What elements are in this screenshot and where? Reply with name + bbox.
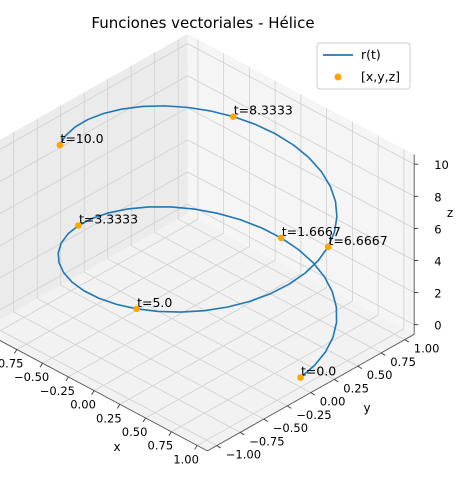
y-tick-label: −1.00 [226, 448, 261, 462]
tick-mark [334, 378, 339, 383]
x-axis-label: x [113, 440, 120, 454]
x-tick-label: 1.00 [173, 452, 199, 466]
data-point [133, 305, 140, 313]
tick-mark [240, 431, 245, 436]
tick-mark [116, 404, 121, 409]
z-tick-label: 4 [434, 254, 441, 268]
axis-ticks [13, 163, 419, 450]
grid-line [154, 231, 382, 354]
grid-line [178, 218, 405, 340]
pane-back-x [0, 33, 188, 320]
z-tick-label: 2 [434, 287, 441, 301]
grid-line [0, 203, 188, 311]
grid-line [107, 258, 335, 380]
x-tick-label: 0.00 [70, 398, 96, 412]
axis-tick-labels: −1.00−0.75−0.50−0.250.000.250.500.751.00… [0, 158, 449, 466]
x-tick-label: 0.25 [96, 411, 122, 425]
y-tick-label: 1.00 [414, 342, 440, 356]
series-points [56, 113, 332, 381]
data-point [324, 243, 332, 251]
x-tick-label: 0.50 [122, 425, 148, 439]
z-axis-label: z [447, 206, 453, 220]
grid-line [187, 139, 415, 261]
grid-line [60, 284, 288, 407]
point-label: t=1.6667 [282, 224, 341, 239]
tick-mark [39, 362, 43, 368]
grid-line [0, 171, 188, 279]
z-tick-label: 10 [434, 158, 449, 172]
grid-line [0, 43, 188, 150]
data-point [229, 113, 237, 120]
tick-mark [13, 349, 18, 354]
grid-lines [0, 39, 415, 446]
x-tick-label: −0.25 [40, 384, 75, 398]
y-axis-label: y [363, 401, 370, 415]
tick-mark [168, 431, 172, 436]
tick-mark [194, 445, 198, 450]
tick-mark [287, 405, 292, 409]
tick-mark [381, 352, 386, 356]
data-point [297, 374, 304, 381]
grid-line [0, 139, 188, 247]
tick-mark [263, 418, 269, 422]
point-label: t=10.0 [60, 131, 103, 146]
grid-line [131, 245, 358, 367]
y-tick-label: 0.25 [343, 381, 369, 395]
legend-point-marker [334, 73, 342, 81]
point-label: t=6.6667 [329, 233, 388, 248]
grid-line [187, 75, 415, 197]
tick-mark [216, 445, 222, 449]
y-tick-label: −0.25 [296, 408, 331, 422]
point-label: t=3.3333 [79, 212, 138, 227]
chart-title: Funciones vectoriales - Hélice [91, 14, 314, 32]
y-tick-label: −0.50 [273, 421, 308, 435]
tick-mark [404, 339, 410, 343]
z-tick-label: 6 [434, 222, 441, 236]
z-tick-label: 0 [434, 319, 441, 333]
data-point [277, 234, 285, 242]
grid-line [187, 107, 415, 229]
tick-mark [357, 365, 363, 369]
x-tick-label: 0.75 [148, 439, 174, 453]
legend-label-curve: r(t) [361, 47, 381, 62]
z-tick-label: 8 [434, 190, 441, 204]
pane-floor [0, 213, 415, 451]
point-label: t=5.0 [137, 295, 172, 310]
grid-line [13, 311, 241, 433]
grid-line [37, 298, 264, 420]
tick-mark [91, 390, 95, 395]
point-label: t=0.0 [301, 364, 336, 379]
data-point [56, 141, 64, 149]
grid-line [187, 203, 415, 326]
x-tick-label: −0.50 [14, 370, 49, 384]
legend-label-points: [x,y,z] [361, 69, 400, 84]
legend: r(t) [x,y,z] [316, 42, 411, 90]
grid-line [0, 75, 188, 182]
y-tick-label: 0.00 [320, 395, 346, 409]
point-annotations: t=0.0 t=1.6667 t=3.3333 t=5.0 t=6.6667 t=8.33… [60, 103, 387, 379]
y-tick-label: 0.50 [367, 368, 393, 382]
grid-line [187, 171, 415, 293]
y-tick-label: 0.75 [390, 355, 416, 369]
tick-mark [142, 417, 146, 423]
tick-mark [310, 392, 316, 396]
x-tick-label: −0.75 [0, 357, 23, 371]
data-point [75, 222, 82, 229]
grid-line [0, 329, 217, 446]
tick-mark [65, 376, 69, 382]
grid-line [0, 107, 188, 215]
y-tick-label: −0.75 [249, 434, 284, 448]
grid-line [84, 271, 311, 393]
point-label: t=8.3333 [234, 103, 293, 118]
grid-line [187, 43, 415, 165]
